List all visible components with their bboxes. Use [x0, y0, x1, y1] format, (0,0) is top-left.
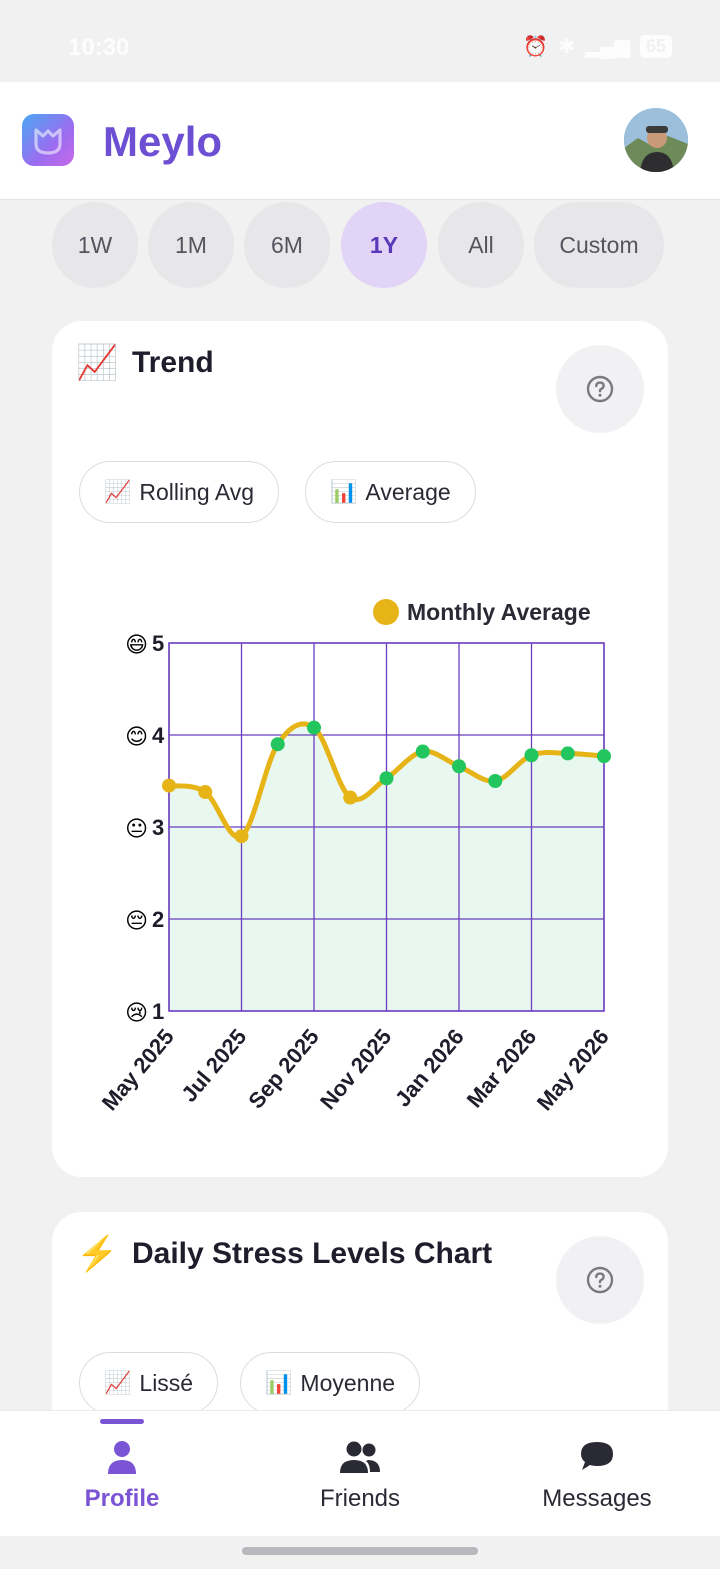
time-range-selector: 1W 1M 6M 1Y All Custom: [0, 200, 720, 290]
x-tick-label: Sep 2025: [243, 1024, 323, 1113]
y-tick-emoji: 😢: [125, 1001, 148, 1026]
y-tick-label: 1: [152, 999, 164, 1024]
bar-chart-icon: 📊: [265, 1370, 293, 1395]
nav-label: Friends: [319, 1485, 401, 1512]
gesture-bar[interactable]: [242, 1547, 478, 1555]
data-point: [415, 744, 430, 759]
legend-swatch: [373, 599, 399, 625]
chart-increasing-icon: 📈: [104, 479, 132, 504]
data-point: [524, 748, 539, 763]
app-title: Meylo: [103, 118, 223, 165]
battery-icon: 65: [639, 35, 672, 58]
avatar-photo-icon: [624, 108, 688, 172]
data-point: [452, 759, 466, 774]
y-tick-emoji: 😊: [125, 725, 148, 750]
bar-chart-icon: 📊: [330, 479, 358, 504]
help-button[interactable]: [556, 1236, 644, 1324]
range-1m[interactable]: 1M: [148, 202, 234, 288]
lightning-icon: ⚡: [76, 1235, 119, 1273]
plot-border: [168, 642, 605, 1012]
status-time: 10:30: [68, 34, 130, 61]
x-tick-label: Jul 2025: [176, 1024, 251, 1107]
data-point: [379, 771, 394, 786]
nav-label: Profile: [84, 1485, 160, 1512]
rolling-avg-chip[interactable]: 📈 Rolling Avg: [79, 461, 280, 523]
legend-label: Monthly Average: [407, 599, 591, 625]
data-point: [162, 778, 176, 793]
nav-label: Messages: [542, 1485, 652, 1512]
trend-title: Trend: [132, 346, 214, 379]
stress-title: Daily Stress Levels Chart: [132, 1237, 493, 1270]
y-tick-emoji: 😔: [125, 909, 148, 934]
mean-chip[interactable]: 📊 Moyenne: [240, 1352, 421, 1414]
data-point: [234, 829, 249, 844]
chip-label: Moyenne: [300, 1369, 396, 1396]
help-button[interactable]: [556, 345, 644, 433]
chart-increasing-icon: 📈: [76, 344, 119, 382]
app-bar: Meylo: [0, 82, 720, 200]
chart-increasing-icon: 📈: [104, 1370, 132, 1395]
active-tab-indicator: [100, 1419, 144, 1424]
data-point: [270, 737, 285, 752]
question-icon: [586, 1266, 614, 1294]
y-tick-label: 2: [152, 907, 164, 932]
range-1w[interactable]: 1W: [52, 202, 138, 288]
y-tick-emoji: 😐: [125, 817, 148, 842]
x-tick-label: May 2025: [97, 1024, 179, 1115]
x-tick-label: Jan 2026: [390, 1024, 469, 1111]
data-point: [560, 746, 575, 761]
y-tick-label: 5: [152, 631, 164, 656]
range-all[interactable]: All: [438, 202, 524, 288]
range-custom[interactable]: Custom: [534, 202, 664, 288]
status-bar: 10:30 ⏰ ✱ ▂▄▆ 65: [0, 0, 720, 82]
data-point: [597, 749, 611, 764]
x-tick-label: May 2026: [532, 1024, 614, 1115]
person-icon: [108, 1441, 136, 1474]
bluetooth-icon: ✱: [558, 36, 576, 58]
avatar[interactable]: [624, 108, 688, 172]
chip-label: Average: [365, 478, 451, 505]
signal-icon: ▂▄▆: [585, 36, 630, 58]
chat-bubble-icon: [581, 1442, 613, 1470]
trend-chart: 😄 5 😊 4 😐 3 😔 2 😢 1 May 2025 Jul 2025 Sep 2025 Nov 20…: [52, 571, 668, 1131]
nav-friends[interactable]: Friends: [240, 1411, 480, 1537]
alarm-icon: ⏰: [523, 36, 549, 58]
data-point: [198, 785, 213, 800]
data-point: [307, 720, 321, 735]
nav-profile[interactable]: Profile: [2, 1411, 242, 1537]
y-tick-label: 4: [152, 723, 165, 748]
data-point: [343, 790, 358, 805]
trend-card: 📈 Trend 📈 Rolling Avg 📊 Average 😄 5 😊 4 😐 3 😔 2…: [52, 321, 668, 1177]
y-tick-emoji: 😄: [125, 633, 148, 658]
y-tick-label: 3: [152, 815, 164, 840]
nav-messages[interactable]: Messages: [477, 1411, 717, 1537]
status-icons: ⏰ ✱ ▂▄▆ 65: [523, 34, 672, 59]
x-tick-label: Mar 2026: [462, 1024, 542, 1112]
range-1y[interactable]: 1Y: [341, 202, 427, 288]
app-logo[interactable]: [22, 114, 74, 166]
logo-mark-icon: [34, 128, 62, 155]
average-chip[interactable]: 📊 Average: [305, 461, 476, 523]
data-point: [488, 774, 503, 788]
chip-label: Rolling Avg: [139, 478, 255, 505]
people-icon: [340, 1441, 380, 1473]
question-icon: [586, 375, 614, 403]
smoothed-chip[interactable]: 📈 Lissé: [79, 1352, 219, 1414]
x-tick-label: Nov 2025: [315, 1024, 396, 1114]
chip-label: Lissé: [139, 1369, 194, 1396]
range-6m[interactable]: 6M: [244, 202, 330, 288]
bottom-navigation: Profile Friends Messages: [0, 1410, 720, 1536]
